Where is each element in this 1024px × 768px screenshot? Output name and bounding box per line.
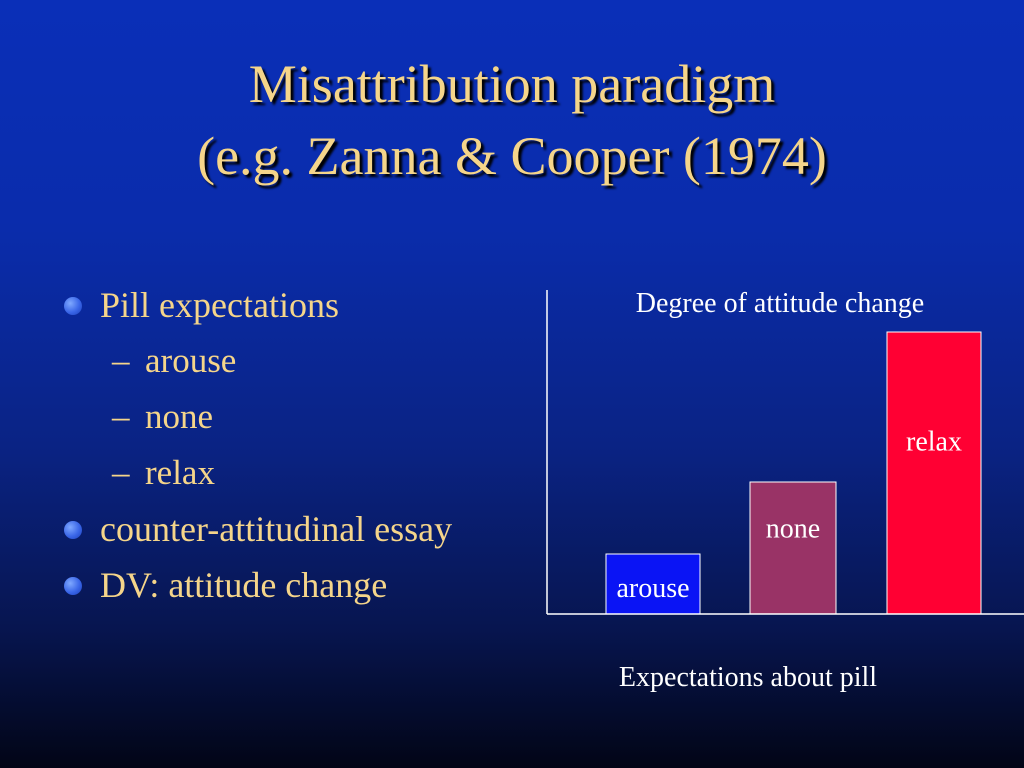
- bullet-item: counter-attitudinal essay: [62, 501, 532, 557]
- bullet-text: DV: attitude change: [100, 565, 388, 605]
- dash-icon: –: [112, 341, 130, 380]
- sub-bullet-item: – arouse: [62, 333, 532, 389]
- bullet-item: DV: attitude change: [62, 557, 532, 613]
- sub-bullet-text: arouse: [145, 341, 237, 380]
- bullet-text: Pill expectations: [100, 285, 339, 325]
- bullet-dot-icon: [64, 297, 82, 315]
- bullet-text: counter-attitudinal essay: [100, 509, 453, 549]
- dash-icon: –: [112, 397, 130, 436]
- bullet-list: Pill expectations – arouse – none – rela…: [62, 277, 532, 613]
- sub-bullet-item: – none: [62, 389, 532, 445]
- bullet-item: Pill expectations: [62, 277, 532, 333]
- bar-label-arouse: arouse: [616, 573, 689, 604]
- bullet-dot-icon: [64, 577, 82, 595]
- y-axis-label: Degree of attitude change: [636, 288, 924, 319]
- x-axis-label: Expectations about pill: [619, 662, 877, 693]
- title-line-2: (e.g. Zanna & Cooper (1974): [197, 126, 827, 186]
- sub-bullet-text: relax: [145, 453, 215, 492]
- bar-group: arouse none relax: [605, 331, 982, 615]
- title-line-1: Misattribution paradigm: [248, 54, 776, 114]
- dash-icon: –: [112, 453, 130, 492]
- bar-label-relax: relax: [906, 426, 962, 457]
- sub-bullet-item: – relax: [62, 445, 532, 501]
- bar-none: [749, 481, 837, 615]
- bar-arouse: [605, 553, 701, 615]
- sub-bullet-text: none: [145, 397, 214, 436]
- bar-relax: [886, 331, 982, 615]
- bar-label-none: none: [766, 513, 820, 544]
- slide-title: Misattribution paradigm (e.g. Zanna & Co…: [0, 48, 1024, 192]
- bullet-dot-icon: [64, 521, 82, 539]
